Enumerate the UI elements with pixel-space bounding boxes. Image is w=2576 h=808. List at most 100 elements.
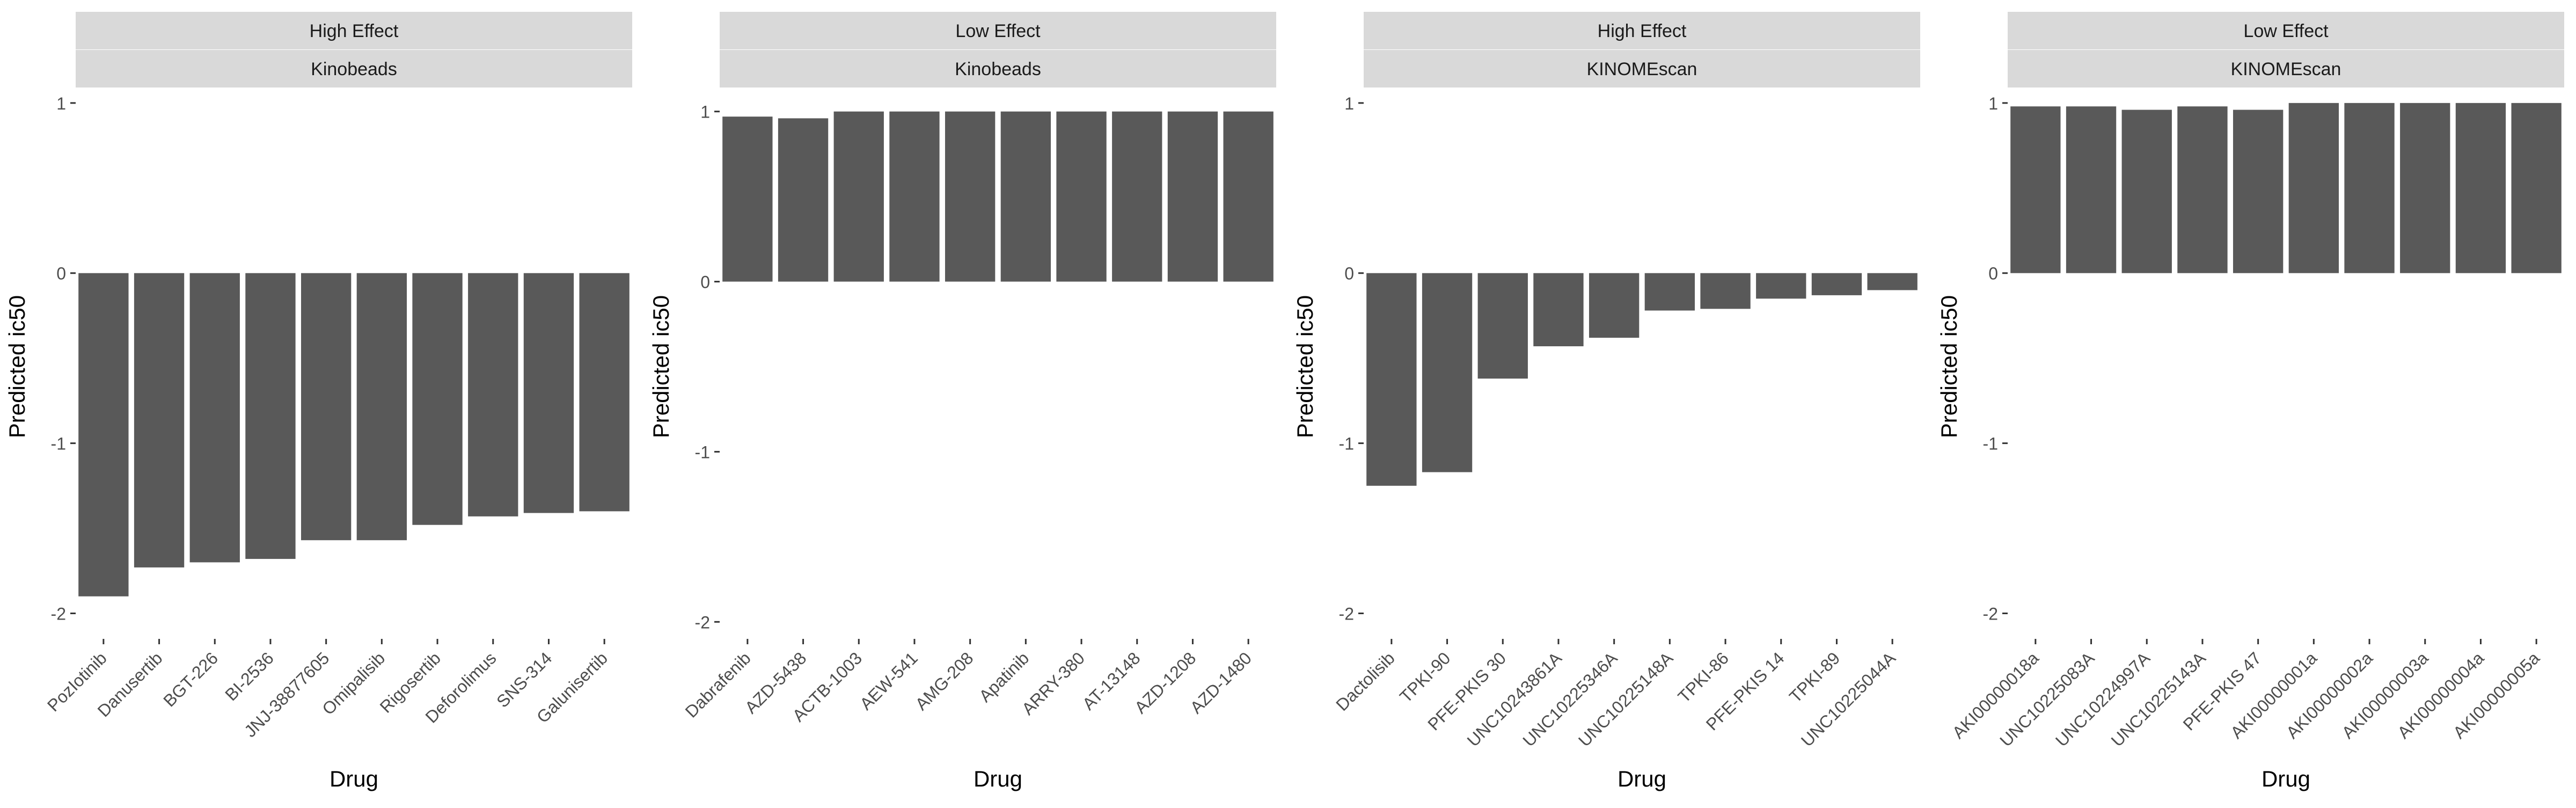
strip-bottom-label: Kinobeads [311, 59, 397, 79]
strip-top-bg [2008, 12, 2564, 49]
bar [189, 273, 240, 563]
x-tick-label: BI-2536 [221, 648, 277, 704]
y-tick-label: 0 [700, 273, 710, 292]
x-tick-label: Apatinib [975, 648, 1033, 705]
x-axis-title: Drug [1618, 766, 1666, 791]
bar [2121, 110, 2172, 273]
bar [1366, 273, 1417, 486]
strip-top-bg [720, 12, 1276, 49]
strip-top-bg [1364, 12, 1920, 49]
bar [778, 118, 829, 282]
x-tick-label: BGT-226 [159, 648, 222, 710]
bar [301, 273, 352, 541]
bar [2010, 106, 2061, 273]
bar [1533, 273, 1584, 346]
x-tick-label: TPKI-86 [1674, 648, 1732, 706]
y-tick-label: -1 [1983, 434, 1998, 454]
bar [889, 111, 940, 282]
strip-top-label: High Effect [1598, 21, 1687, 41]
strip-bottom-bg [76, 50, 632, 88]
bar [2177, 106, 2228, 273]
bar [2233, 110, 2284, 273]
x-tick-label: AEW-541 [856, 648, 921, 714]
x-tick-label: Dabrafenib [682, 648, 755, 721]
bar [2344, 103, 2395, 273]
bar [1167, 111, 1218, 282]
x-axis-title: Drug [330, 766, 378, 791]
y-tick-label: 0 [1344, 264, 1354, 283]
y-axis-title: Predicted ic50 [648, 295, 674, 438]
bar [2288, 103, 2339, 273]
bar [1644, 273, 1695, 311]
bar [2511, 103, 2562, 273]
y-tick-label: 1 [56, 94, 66, 113]
x-tick-label: AMG-208 [911, 648, 977, 714]
bar [2400, 103, 2450, 273]
x-tick-label: UNC10243861A [1463, 648, 1566, 751]
facet-panel-3: High EffectKINOMEscan-2-101DactolisibTPK… [1292, 12, 1920, 791]
bar [579, 273, 630, 512]
y-tick-label: 1 [1344, 94, 1354, 113]
bar [1811, 273, 1862, 295]
bar [134, 273, 185, 567]
x-tick-label: UNC10225148A [1575, 648, 1677, 751]
strip-bottom-label: KINOMEscan [2231, 59, 2341, 79]
y-tick-label: 0 [1988, 264, 1998, 283]
y-axis-title: Predicted ic50 [4, 295, 30, 438]
bar [1223, 111, 1274, 282]
bar [2455, 103, 2506, 273]
bar [1422, 273, 1473, 472]
x-tick-label: UNC10225143A [2107, 648, 2210, 751]
y-axis-title: Predicted ic50 [1292, 295, 1318, 438]
bar [468, 273, 518, 516]
y-tick-label: -2 [695, 613, 710, 632]
bar [1589, 273, 1640, 338]
x-tick-label: UNC10224997A [2052, 648, 2154, 751]
bar [1867, 273, 1918, 290]
y-tick-label: -2 [1983, 604, 1998, 623]
x-axis-title: Drug [974, 766, 1022, 791]
bar [722, 117, 773, 282]
bar [356, 273, 407, 541]
y-tick-label: -2 [51, 604, 66, 623]
y-tick-label: -1 [695, 442, 710, 462]
x-tick-label: UNC10225044A [1797, 648, 1900, 751]
x-axis-title: Drug [2262, 766, 2310, 791]
bar [1000, 111, 1051, 282]
y-tick-label: -2 [1339, 604, 1354, 623]
x-tick-label: TPKI-90 [1396, 648, 1454, 706]
bar [412, 273, 463, 525]
bar [78, 273, 129, 596]
strip-top-label: High Effect [310, 21, 399, 41]
x-tick-label: TPKI-89 [1785, 648, 1843, 706]
bar [1056, 111, 1107, 282]
bar [945, 111, 996, 282]
strip-top-label: Low Effect [2243, 21, 2329, 41]
facet-panel-4: Low EffectKINOMEscan-2-101AKI00000018aUN… [1936, 12, 2564, 791]
bar [1756, 273, 1806, 299]
bar [1477, 273, 1528, 379]
y-tick-label: 1 [700, 103, 710, 122]
bar [2066, 106, 2117, 273]
x-tick-label: UNC10225083A [1996, 648, 2098, 751]
y-tick-label: -1 [51, 434, 66, 454]
x-tick-label: AZD-1480 [1187, 648, 1256, 717]
strip-bottom-bg [1364, 50, 1920, 88]
x-tick-label: UNC10225346A [1519, 648, 1621, 751]
bar [833, 111, 884, 282]
strip-bottom-bg [720, 50, 1276, 88]
strip-bottom-label: KINOMEscan [1587, 59, 1697, 79]
x-tick-label: Dactolisib [1332, 648, 1399, 715]
strip-top-bg [76, 12, 632, 49]
facet-panel-2: Low EffectKinobeads-2-101DabrafenibAZD-5… [648, 12, 1276, 791]
y-tick-label: -1 [1339, 434, 1354, 454]
bar [523, 273, 574, 513]
strip-bottom-label: Kinobeads [955, 59, 1041, 79]
strip-bottom-bg [2008, 50, 2564, 88]
y-tick-label: 0 [56, 264, 66, 283]
strip-top-label: Low Effect [955, 21, 1041, 41]
bar [1700, 273, 1751, 309]
y-axis-title: Predicted ic50 [1936, 295, 1962, 438]
